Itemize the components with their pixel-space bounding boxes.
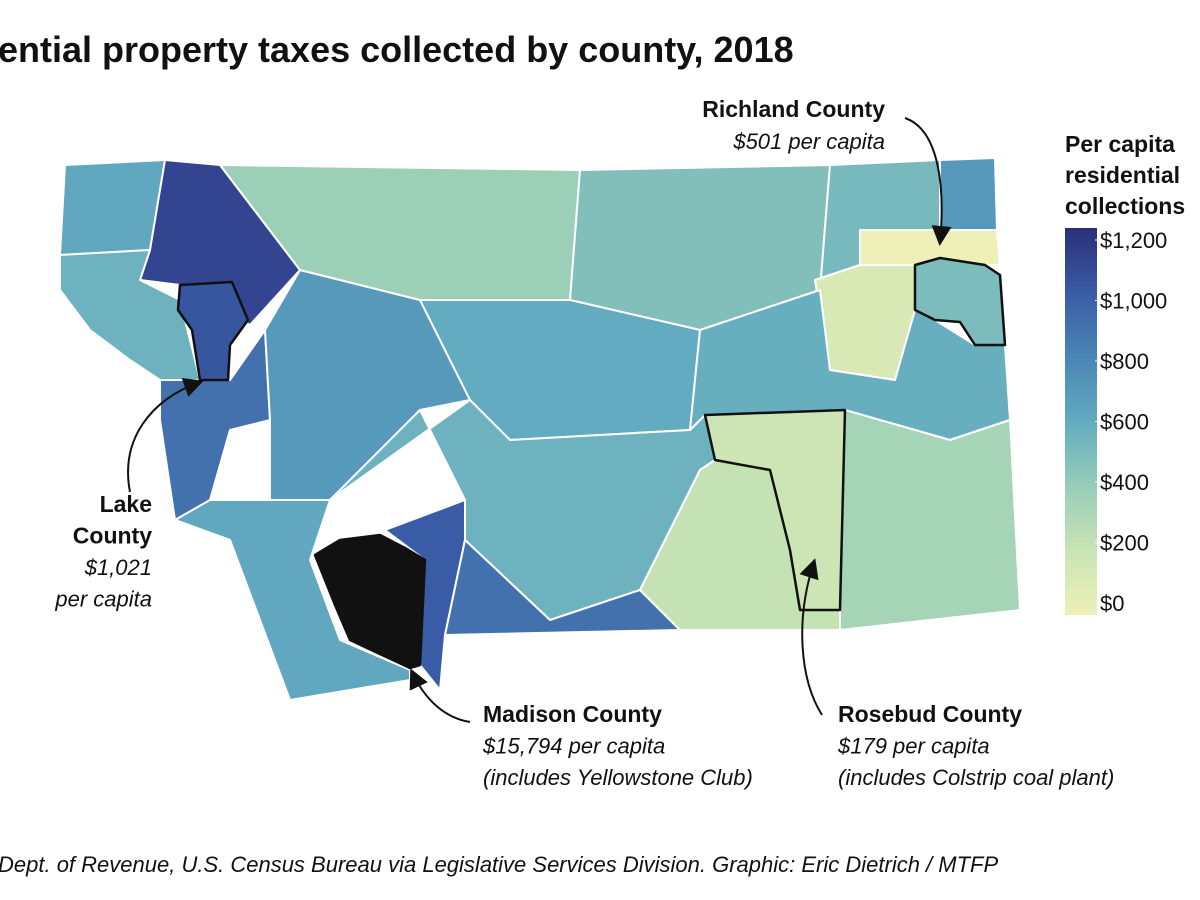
legend-tick-label: $0 [1100, 591, 1124, 616]
county [444, 539, 681, 636]
colorbar [1065, 228, 1097, 615]
county [313, 533, 427, 670]
annotation-title: County [73, 523, 152, 549]
map [59, 157, 1021, 701]
county [159, 329, 271, 521]
county [913, 256, 1007, 347]
county [839, 409, 1021, 631]
county [59, 159, 166, 256]
annotation-title: Richland County [702, 96, 885, 122]
legend-title: collections [1065, 193, 1185, 219]
legend-tick-label: $600 [1100, 410, 1149, 435]
annotation-text: $501 per capita [732, 129, 885, 154]
legend-tick-label: $400 [1100, 470, 1149, 495]
annotation-text: $15,794 per capita [482, 734, 665, 759]
annotation-title: Madison County [483, 701, 662, 727]
legend-tick-label: $800 [1100, 349, 1149, 374]
annotation-text: (includes Colstrip coal plant) [838, 765, 1114, 790]
annotation-text: per capita [54, 587, 152, 612]
annotation-text: $1,021 [84, 555, 152, 580]
legend-tick-label: $200 [1100, 531, 1149, 556]
source: Dept. of Revenue, U.S. Census Bureau via… [0, 852, 998, 877]
legend-title: Per capita [1065, 131, 1175, 157]
county [174, 499, 411, 701]
title: ential property taxes collected by count… [0, 29, 794, 70]
legend: Per capita residential collections $1,200 $1… [1065, 131, 1185, 616]
annotation-title: Rosebud County [838, 701, 1022, 727]
annotation-title: Lake [100, 491, 152, 517]
county [939, 157, 998, 231]
annotation-text: (includes Yellowstone Club) [483, 765, 753, 790]
annotation-text: $179 per capita [837, 734, 990, 759]
legend-title: residential [1065, 162, 1180, 188]
annotations: Richland County $501 per capita Lake County… [54, 96, 1114, 790]
county [176, 280, 250, 382]
legend-tick-label: $1,000 [1100, 289, 1167, 314]
legend-tick-label: $1,200 [1100, 228, 1167, 253]
